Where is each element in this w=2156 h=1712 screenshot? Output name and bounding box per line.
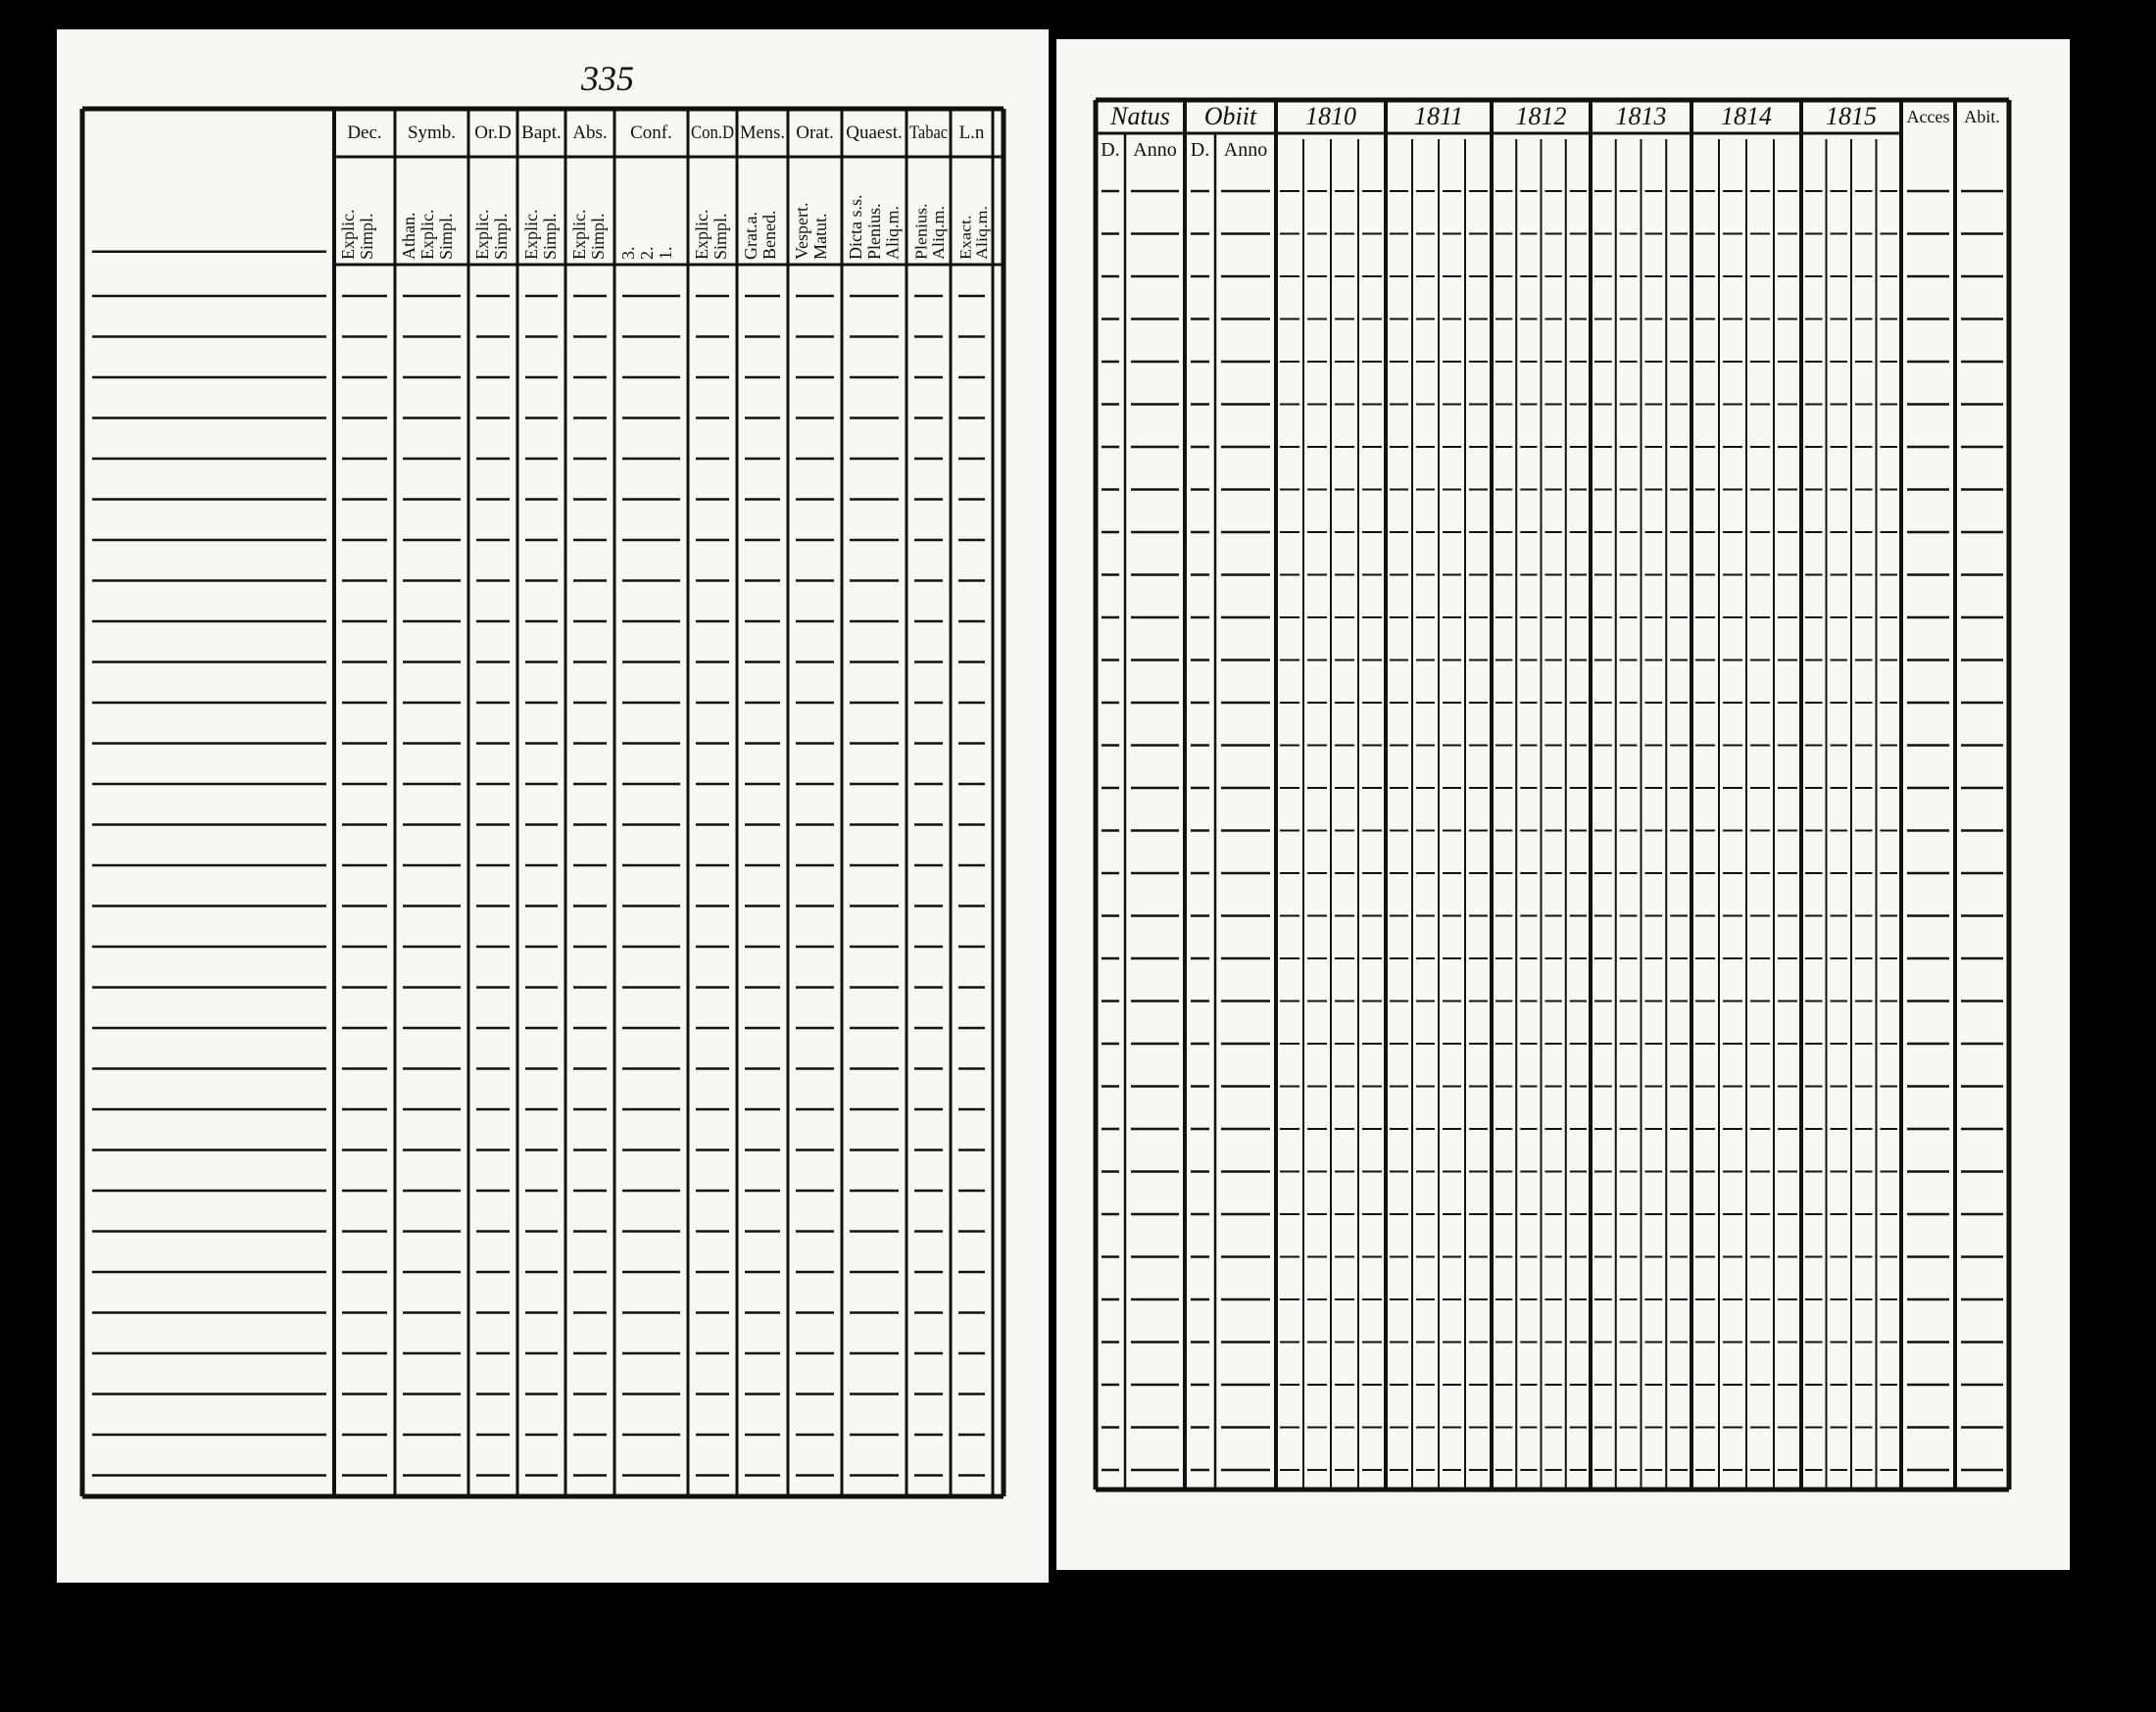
year-header: 1812 (1515, 102, 1567, 130)
column-header: Con.D (691, 122, 735, 143)
abit-header: Abit. (1964, 107, 2000, 126)
year-header: 1811 (1413, 102, 1464, 130)
column-header: Bapt. (521, 122, 562, 143)
column-header: Or.D (474, 122, 512, 143)
column-subheader: Explic. Simpl. (692, 209, 730, 261)
year-header: 1810 (1305, 102, 1356, 130)
column-header: Tabac (909, 122, 949, 143)
column-header: Abs. (572, 122, 608, 143)
left-page: 335 Dec. Explic. Simpl. Symb. Athan. Explic… (57, 29, 1049, 1583)
column-header: L.n (958, 122, 985, 143)
column-header: Conf. (630, 122, 672, 143)
year-header: 1815 (1826, 102, 1877, 130)
page-number: 335 (581, 59, 634, 98)
column-subheader: Plenius. Aliq.m. (911, 203, 948, 260)
right-ledger-grid (1093, 97, 2012, 1492)
date-subheader: Anno (1133, 139, 1177, 161)
column-subheader: Athan. Explic. Simpl. (399, 209, 456, 261)
year-header: 1813 (1615, 102, 1667, 130)
obiit-header: Obiit (1203, 102, 1257, 130)
column-header: Dec. (347, 122, 382, 143)
column-subheader: Explic. Simpl. (521, 209, 560, 261)
date-subheader: D. (1190, 139, 1210, 161)
natus-header: Natus (1110, 102, 1170, 130)
column-header: Symb. (407, 122, 457, 143)
right-page: Natus Obiit D. Anno D. Anno 1810 1811 1812 1813 18… (1056, 39, 2070, 1570)
column-subheader: 3. 2. 1. (618, 246, 675, 261)
column-subheader: Explic. Simpl. (472, 209, 511, 261)
column-header: Mens. (740, 122, 785, 143)
column-header: Quaest. (846, 122, 903, 143)
column-subheader: Vespert. Matut. (792, 202, 830, 260)
acces-header: Acces (1906, 107, 1950, 126)
year-header: 1814 (1721, 102, 1772, 130)
date-subheader: D. (1101, 139, 1120, 161)
column-subheader: Dicta s.s. Plenius. Aliq.m. (846, 194, 903, 261)
column-subheader: Grat.a. Bened. (741, 210, 779, 260)
left-ledger-grid (79, 106, 1006, 1499)
column-subheader: Explic. Simpl. (569, 209, 608, 261)
column-header: Orat. (796, 122, 834, 143)
column-subheader: Explic. Simpl. (338, 209, 376, 261)
date-subheader: Anno (1223, 139, 1268, 161)
column-subheader: Exact. Aliq.m. (956, 205, 991, 260)
